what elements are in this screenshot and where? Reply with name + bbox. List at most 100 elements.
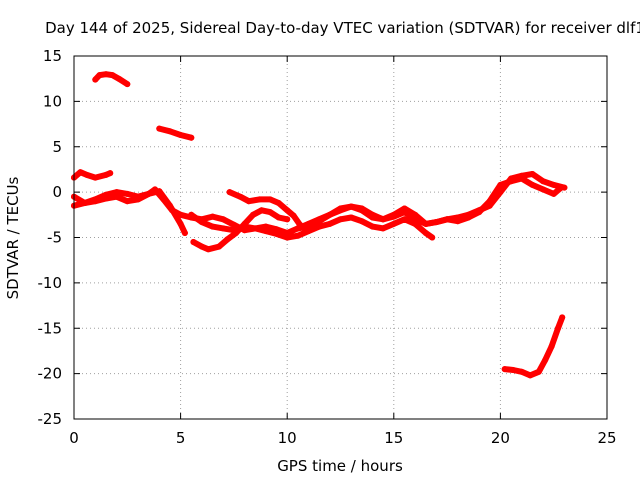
data-point [92,174,99,181]
y-tick-label: 5 [52,138,62,156]
data-point [390,211,397,218]
x-tick-label: 0 [69,429,79,447]
data-point [550,181,557,188]
data-point [486,198,493,205]
data-point [412,211,419,218]
data-point [290,212,297,219]
data-point [233,230,239,236]
data-point [497,181,504,188]
data-point [358,205,365,212]
data-point [166,202,173,209]
data-point [103,71,109,78]
data-point [77,169,84,176]
y-tick-label: -25 [38,410,63,428]
data-point [348,203,355,210]
data-point [454,218,461,225]
y-axis-label: SDTVAR / TECUs [4,176,22,299]
data-point [358,218,365,225]
y-tick-label: -20 [38,365,63,383]
data-point [96,72,103,79]
data-point [422,230,429,236]
y-tick-label: 10 [43,92,62,110]
data-point [224,236,231,243]
data-point [145,190,152,197]
data-point [262,228,269,235]
data-point [135,196,141,203]
data-point [241,220,248,227]
data-point [401,205,408,212]
y-tick-label: -5 [47,229,62,247]
data-point [465,214,472,221]
data-point [250,211,257,218]
data-point [92,76,99,83]
data-point [103,195,109,202]
data-point [275,200,282,206]
data-point [510,367,517,373]
data-point [540,178,546,185]
data-point [267,209,274,216]
data-point [198,243,205,250]
x-tick-label: 25 [597,429,616,447]
data-point [501,366,508,373]
data-point [230,221,237,228]
data-point [220,216,227,223]
data-point [237,193,244,200]
x-tick-label: 20 [491,429,510,447]
data-point [542,357,549,363]
data-points [71,71,568,379]
data-point [124,198,131,205]
data-point [294,225,301,232]
data-point [326,220,333,227]
data-point [216,243,222,250]
data-point [81,200,88,206]
data-point [540,186,546,193]
data-point [518,368,525,375]
data-point [527,372,534,379]
data-point [226,189,233,196]
data-point [476,209,483,216]
data-point [188,134,195,141]
data-point [107,170,114,177]
y-tick-label: 0 [52,183,62,201]
y-tick-label: -15 [38,319,63,337]
data-point [326,211,333,218]
data-point [294,232,301,239]
data-point [205,246,212,253]
data-point [113,193,120,200]
data-point [390,220,397,227]
data-point [316,218,323,225]
series-arc-2 [156,125,195,141]
data-point [275,214,282,221]
data-point [177,220,184,227]
data-point [267,196,274,203]
data-point [190,239,197,245]
data-point [305,223,312,230]
grid [74,56,607,419]
data-point [444,216,451,223]
data-point [548,343,555,350]
data-point [245,198,252,205]
data-point [209,223,216,230]
data-point [92,198,99,205]
data-point [550,190,557,197]
data-point [429,234,436,241]
data-point [252,225,259,232]
x-tick-label: 15 [384,429,403,447]
data-point [422,220,429,227]
data-point [337,205,344,212]
data-point [337,216,344,223]
data-point [273,230,280,237]
axis-ticks: 0 5 10 15 20 25 15 10 5 0 -5 -10 -15 -20 -25 [38,47,617,447]
data-point [113,189,120,196]
data-point [433,219,440,226]
data-point [535,368,542,375]
x-axis-label: GPS time / hours [277,457,403,475]
data-point [209,213,216,220]
y-tick-label: -10 [38,274,63,292]
data-point [156,188,163,195]
data-point [124,81,131,88]
data-point [284,207,291,214]
data-point [166,128,173,135]
